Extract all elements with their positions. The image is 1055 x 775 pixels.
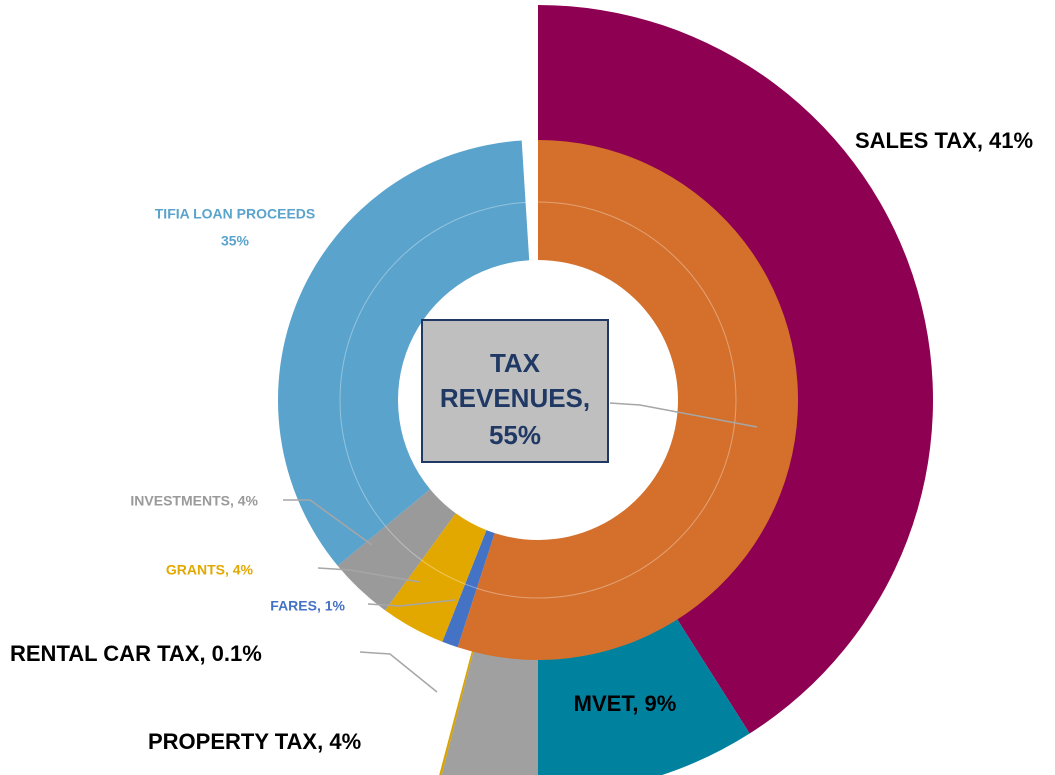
- data-label: 35%: [221, 233, 250, 249]
- ring-divider: [339, 201, 737, 599]
- data-label: TAX: [490, 348, 541, 378]
- data-label: SALES TAX, 41%: [855, 128, 1033, 153]
- leader-line: [609, 402, 758, 428]
- inner-segment: [385, 513, 487, 642]
- leader-line: [283, 499, 373, 546]
- leader-line: [359, 651, 438, 693]
- leader-line: [317, 567, 421, 583]
- data-label: GRANTS, 4%: [166, 562, 254, 578]
- inner-segment: [442, 530, 495, 648]
- inner-segment: [278, 140, 530, 566]
- data-label: INVESTMENTS, 4%: [130, 493, 258, 509]
- inner-segment: [337, 489, 456, 611]
- inner-segment: [457, 140, 798, 660]
- leader-line: [367, 599, 456, 607]
- data-label: RENTAL CAR TAX, 0.1%: [10, 641, 262, 666]
- data-label: REVENUES,: [440, 383, 590, 413]
- data-label: PROPERTY TAX, 4%: [148, 729, 361, 754]
- outer-segment: [439, 646, 475, 775]
- label-box: [421, 319, 609, 463]
- data-label: MVET, 9%: [574, 691, 677, 716]
- outer-segment: [538, 5, 934, 734]
- outer-segment: [441, 646, 538, 775]
- data-label: TIFIA LOAN PROCEEDS: [155, 206, 316, 222]
- data-label: 55%: [489, 420, 541, 450]
- data-label: FARES, 1%: [270, 598, 345, 614]
- outer-segment: [538, 615, 750, 775]
